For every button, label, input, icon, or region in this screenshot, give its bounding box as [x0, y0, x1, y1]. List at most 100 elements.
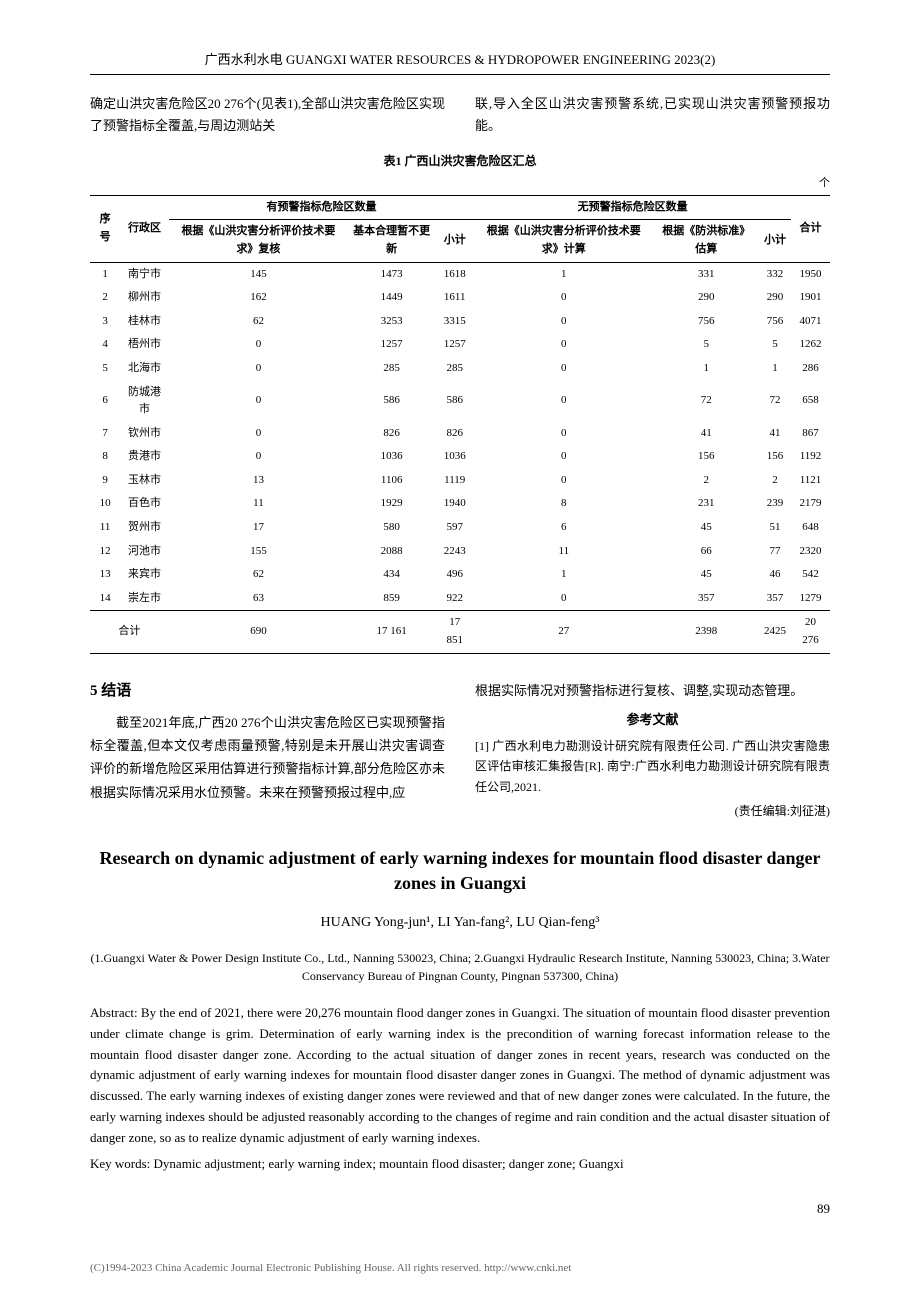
table-cell: 7	[90, 422, 120, 446]
table-cell: 1	[474, 563, 653, 587]
table-cell: 2398	[653, 611, 759, 653]
table-cell: 17 851	[435, 611, 474, 653]
table-cell: 1449	[348, 286, 435, 310]
table-row: 12河池市155208822431166772320	[90, 540, 830, 564]
table-cell: 4071	[791, 310, 830, 334]
table-row: 14崇左市6385992203573571279	[90, 587, 830, 611]
table-cell: 434	[348, 563, 435, 587]
table-cell: 45	[653, 563, 759, 587]
editor-note: (责任编辑:刘征湛)	[475, 802, 830, 821]
table-cell: 826	[348, 422, 435, 446]
table-row: 2柳州市1621449161102902901901	[90, 286, 830, 310]
table-cell: 北海市	[120, 357, 169, 381]
table-row: 9玉林市13110611190221121	[90, 469, 830, 493]
table-cell: 648	[791, 516, 830, 540]
table-cell: 0	[169, 445, 348, 469]
table-cell: 1929	[348, 492, 435, 516]
table-cell: 17	[169, 516, 348, 540]
table-cell: 2243	[435, 540, 474, 564]
table-row: 11贺州市1758059764551648	[90, 516, 830, 540]
table-cell: 0	[474, 381, 653, 422]
table-cell: 1036	[435, 445, 474, 469]
table-cell: 66	[653, 540, 759, 564]
table-cell: 285	[435, 357, 474, 381]
table-cell: 1618	[435, 262, 474, 286]
table-cell: 542	[791, 563, 830, 587]
table-cell: 2179	[791, 492, 830, 516]
table-cell: 5	[90, 357, 120, 381]
table-row: 1南宁市1451473161813313321950	[90, 262, 830, 286]
table-cell: 防城港市	[120, 381, 169, 422]
table-cell: 贺州市	[120, 516, 169, 540]
table-cell: 690	[169, 611, 348, 653]
table-cell: 867	[791, 422, 830, 446]
table-cell: 45	[653, 516, 759, 540]
table-cell: 11	[90, 516, 120, 540]
table-cell: 1279	[791, 587, 830, 611]
th-sub3: 小计	[435, 220, 474, 262]
table-cell: 6	[474, 516, 653, 540]
journal-header: 广西水利水电 GUANGXI WATER RESOURCES & HYDROPO…	[90, 50, 830, 75]
table-cell: 1	[474, 262, 653, 286]
table-cell: 1950	[791, 262, 830, 286]
table-cell: 3	[90, 310, 120, 334]
table-cell: 922	[435, 587, 474, 611]
table-cell: 0	[474, 422, 653, 446]
table-unit: 个	[90, 175, 830, 193]
table-cell: 河池市	[120, 540, 169, 564]
table-cell: 12	[90, 540, 120, 564]
th-sub1: 根据《山洪灾害分析评价技术要求》复核	[169, 220, 348, 262]
table-cell: 3315	[435, 310, 474, 334]
data-table: 序号 行政区 有预警指标危险区数量 无预警指标危险区数量 合计 根据《山洪灾害分…	[90, 195, 830, 654]
table-cell: 357	[759, 587, 791, 611]
table-cell: 162	[169, 286, 348, 310]
table-cell: 51	[759, 516, 791, 540]
table-cell: 290	[653, 286, 759, 310]
reference-item: [1] 广西水利电力勘测设计研究院有限责任公司. 广西山洪灾害隐患区评估审核汇集…	[475, 736, 830, 797]
table-cell: 41	[653, 422, 759, 446]
table-cell: 1257	[348, 333, 435, 357]
table-cell: 1	[759, 357, 791, 381]
table-cell: 63	[169, 587, 348, 611]
table-cell: 南宁市	[120, 262, 169, 286]
table-caption: 表1 广西山洪灾害危险区汇总	[90, 152, 830, 171]
table-cell: 2425	[759, 611, 791, 653]
th-seq: 序号	[90, 195, 120, 262]
table-cell: 1940	[435, 492, 474, 516]
table-cell: 756	[759, 310, 791, 334]
references-title: 参考文献	[475, 710, 830, 731]
table-row: 4梧州市0125712570551262	[90, 333, 830, 357]
th-without-warning: 无预警指标危险区数量	[474, 195, 791, 220]
th-sub2: 基本合理暂不更新	[348, 220, 435, 262]
table-cell: 17 161	[348, 611, 435, 653]
english-authors: HUANG Yong-jun¹, LI Yan-fang², LU Qian-f…	[90, 912, 830, 934]
table-cell: 0	[474, 357, 653, 381]
th-sub5: 根据《防洪标准》估算	[653, 220, 759, 262]
table-cell: 0	[474, 587, 653, 611]
table-cell: 580	[348, 516, 435, 540]
table-cell: 145	[169, 262, 348, 286]
table-cell: 3253	[348, 310, 435, 334]
th-with-warning: 有预警指标危险区数量	[169, 195, 474, 220]
table-cell: 1	[90, 262, 120, 286]
table-cell: 1192	[791, 445, 830, 469]
th-sub4: 根据《山洪灾害分析评价技术要求》计算	[474, 220, 653, 262]
english-keywords: Key words: Dynamic adjustment; early war…	[90, 1154, 830, 1175]
table-cell: 柳州市	[120, 286, 169, 310]
intro-right: 联,导入全区山洪灾害预警系统,已实现山洪灾害预警预报功能。	[475, 93, 830, 137]
table-cell: 331	[653, 262, 759, 286]
table-row: 8贵港市01036103601561561192	[90, 445, 830, 469]
table-cell: 597	[435, 516, 474, 540]
table-cell: 5	[653, 333, 759, 357]
table-cell: 658	[791, 381, 830, 422]
table-cell: 286	[791, 357, 830, 381]
table-cell: 155	[169, 540, 348, 564]
table-cell: 4	[90, 333, 120, 357]
table-cell: 62	[169, 563, 348, 587]
table-cell: 钦州市	[120, 422, 169, 446]
table-cell: 0	[169, 357, 348, 381]
table-row: 13来宾市6243449614546542	[90, 563, 830, 587]
table-cell: 合计	[90, 611, 169, 653]
section5-body-right: 根据实际情况对预警指标进行复核、调整,实现动态管理。	[475, 679, 830, 702]
table-cell: 332	[759, 262, 791, 286]
